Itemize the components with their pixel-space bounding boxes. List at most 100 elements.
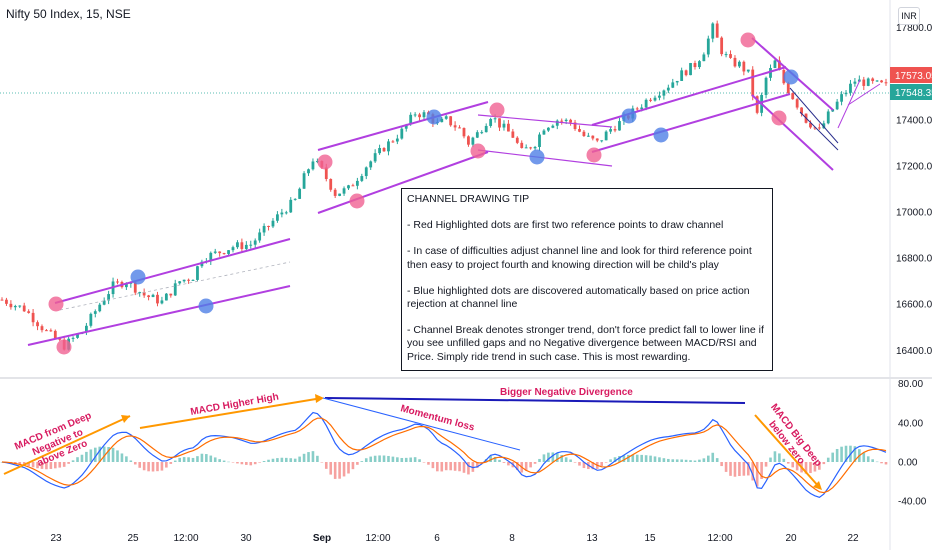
time-tick: 15 (644, 533, 656, 544)
candle-body (853, 81, 857, 84)
histogram-bar (751, 462, 755, 481)
histogram-bar (360, 461, 364, 462)
histogram-bar (458, 462, 461, 472)
histogram-bar (462, 462, 466, 473)
candle-body (347, 185, 350, 189)
candle-body (289, 199, 293, 213)
histogram-bar (422, 462, 426, 463)
candle-body (378, 148, 381, 154)
histogram-bar (316, 455, 319, 462)
candle-body (5, 299, 8, 304)
label-divergence: Bigger Negative Divergence (500, 387, 633, 398)
time-axis: 23 25 12:00 30 Sep 12:00 6 8 13 15 12:00 20 22 (50, 533, 859, 544)
histogram-bar (364, 458, 368, 462)
histogram-bar (209, 455, 213, 462)
candle-body (444, 116, 448, 119)
histogram-bar (40, 462, 44, 469)
histogram-bar (680, 459, 683, 462)
candle-body (307, 169, 310, 174)
macd-line (1, 411, 887, 498)
candle-body (840, 94, 843, 102)
histogram-bar (191, 457, 195, 462)
histogram-bar (169, 462, 173, 464)
blue-dot (653, 127, 669, 143)
candle-body (222, 253, 226, 255)
histogram-bar (222, 460, 226, 462)
badge-close-text: 17548.35 (895, 88, 932, 99)
histogram-bar (755, 462, 759, 487)
candle-body (746, 69, 750, 72)
candle-body (578, 129, 581, 132)
arrowhead (121, 415, 130, 423)
histogram-bar (609, 459, 612, 462)
histogram-bar (298, 456, 301, 462)
candle-body (31, 312, 35, 323)
histogram-bar (133, 462, 137, 465)
histogram-bar (76, 457, 79, 462)
histogram-bar (351, 462, 355, 470)
histogram-bar (387, 455, 390, 462)
histogram-bar (662, 458, 666, 462)
histogram-bar (62, 462, 66, 467)
histogram-bar (684, 459, 688, 462)
currency-button[interactable]: INR (898, 7, 920, 25)
histogram-bar (453, 462, 457, 471)
histogram-bar (529, 462, 532, 468)
candle-body (262, 225, 266, 233)
candle-body (236, 242, 239, 248)
tip-bullet-2: - In case of difficulties adjust channel… (407, 245, 752, 271)
time-tick: 12:00 (173, 533, 198, 544)
candle-body (156, 294, 159, 304)
histogram-bar (542, 454, 546, 462)
candle-body (9, 303, 13, 308)
histogram-bar (773, 451, 777, 462)
candle-body (813, 127, 817, 129)
candle-body (640, 107, 644, 110)
histogram-bar (764, 462, 768, 467)
candle-body (373, 153, 377, 162)
signal-line (1, 417, 887, 494)
histogram-bar (782, 458, 786, 462)
histogram-bar (467, 462, 470, 475)
candle-body (560, 120, 564, 122)
histogram-bar (293, 458, 297, 462)
histogram-bar (173, 460, 177, 462)
tip-bullet-3: - Blue highlighted dots are discovered a… (407, 284, 750, 311)
histogram-bar (804, 462, 808, 474)
histogram-bar (809, 462, 812, 474)
histogram-bar (720, 462, 723, 467)
histogram-bar (329, 462, 333, 475)
histogram-bar (342, 462, 346, 477)
histogram-bar (862, 452, 866, 462)
candle-body (738, 61, 741, 67)
histogram-bar (515, 462, 519, 471)
histogram-bar (604, 462, 608, 463)
histogram-bar (120, 453, 124, 462)
red-dot (489, 102, 505, 118)
histogram-bar (822, 462, 826, 465)
histogram-bar (125, 456, 128, 462)
histogram-bar (111, 447, 115, 462)
histogram-bar (182, 457, 186, 462)
red-dot (48, 296, 64, 312)
candle-body (644, 99, 648, 108)
blue-dot (130, 269, 146, 285)
candle-body (524, 147, 528, 149)
histogram-bar (98, 446, 102, 462)
histogram-bar (409, 457, 412, 462)
histogram-bar (289, 458, 293, 462)
candle-body (293, 198, 297, 200)
candle-body (662, 90, 666, 96)
histogram-bar (253, 462, 257, 465)
candle-body (142, 292, 146, 296)
candle-body (462, 128, 466, 137)
time-tick: 6 (434, 533, 440, 544)
histogram-bar (791, 462, 795, 468)
histogram-bar (600, 462, 603, 467)
candle-body (702, 54, 706, 62)
histogram-bar (476, 462, 479, 468)
histogram-bar (333, 462, 337, 479)
candle-body (693, 63, 697, 68)
candle-body (240, 242, 244, 249)
